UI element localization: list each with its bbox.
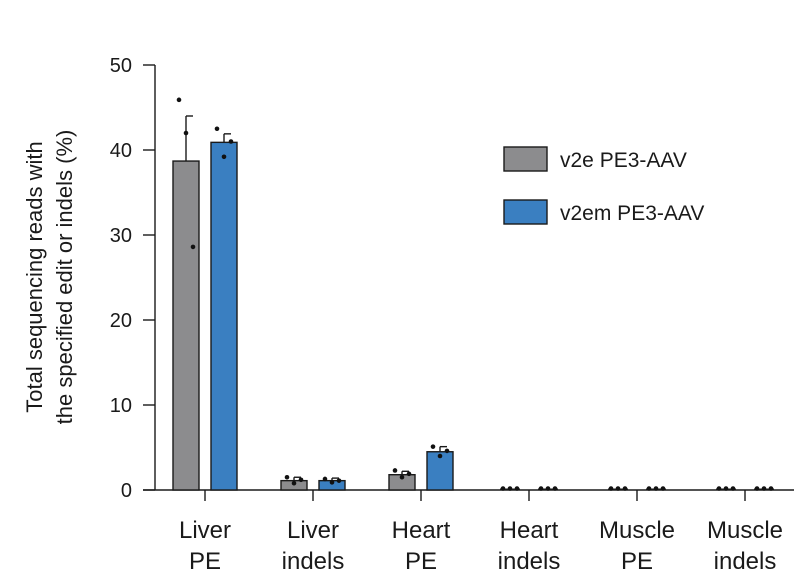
data-point [507, 486, 513, 491]
y-axis-title-line: the specified edit or indels (%) [52, 130, 77, 425]
data-point [538, 486, 544, 491]
data-point [615, 486, 621, 491]
data-point [514, 486, 520, 491]
data-point [284, 474, 290, 480]
data-point [291, 480, 297, 486]
data-point [660, 486, 666, 491]
data-point [437, 453, 443, 459]
data-point [392, 468, 398, 473]
data-point [761, 486, 767, 491]
data-point [723, 486, 729, 491]
x-tick-label: PE [405, 548, 437, 575]
y-axis-title: Total sequencing reads with the specified… [22, 130, 77, 425]
x-axis: Liver PE Liver indels Heart PE Heart indels Musc… [143, 489, 794, 575]
data-point [552, 486, 558, 491]
y-tick-label: 40 [110, 140, 132, 162]
data-point [768, 486, 774, 491]
data-point [754, 486, 760, 491]
x-tick-label: Muscle [599, 517, 675, 544]
data-point [500, 486, 506, 491]
y-tick-label: 10 [110, 395, 132, 417]
data-point [183, 130, 189, 136]
data-point [444, 448, 450, 454]
data-point [298, 477, 304, 483]
y-tick-label: 30 [110, 225, 132, 247]
data-point [406, 471, 412, 477]
bar [172, 160, 200, 491]
legend: v2e PE3-AAV v2em PE3-AAV [503, 146, 704, 225]
y-axis: 0 10 20 30 40 50 [110, 55, 156, 502]
bar [210, 141, 238, 491]
x-tick-label: Heart [392, 517, 451, 544]
legend-label: v2em PE3-AAV [560, 202, 704, 225]
data-point [545, 486, 551, 491]
legend-swatch [503, 199, 548, 225]
data-point [221, 154, 227, 160]
data-point [622, 486, 628, 491]
x-tick-label: Liver [179, 517, 231, 544]
y-tick-label: 0 [121, 480, 132, 502]
data-point [399, 474, 405, 480]
legend-swatch [503, 146, 548, 172]
x-tick-label: PE [189, 548, 221, 575]
y-tick-label: 50 [110, 55, 132, 77]
data-point [608, 486, 614, 491]
legend-label: v2e PE3-AAV [560, 149, 687, 172]
data-point [214, 126, 220, 132]
x-tick-label: Muscle [707, 517, 783, 544]
data-point [228, 139, 234, 144]
x-tick-label: indels [714, 548, 777, 575]
data-point [329, 480, 335, 485]
data-point [716, 486, 722, 491]
data-point [730, 486, 736, 491]
data-point [322, 476, 328, 482]
x-tick-label: indels [498, 548, 561, 575]
data-point [430, 444, 436, 449]
x-tick-label: indels [282, 548, 345, 575]
x-tick-label: Liver [287, 517, 339, 544]
data-point [646, 486, 652, 491]
bars [172, 97, 774, 491]
data-point [336, 478, 342, 483]
x-tick-label: PE [621, 548, 653, 575]
y-axis-title-line: Total sequencing reads with [22, 141, 47, 413]
data-point [653, 486, 659, 491]
data-point [190, 244, 196, 250]
x-tick-label: Heart [500, 517, 559, 544]
data-point [176, 97, 182, 103]
y-tick-label: 20 [110, 310, 132, 332]
